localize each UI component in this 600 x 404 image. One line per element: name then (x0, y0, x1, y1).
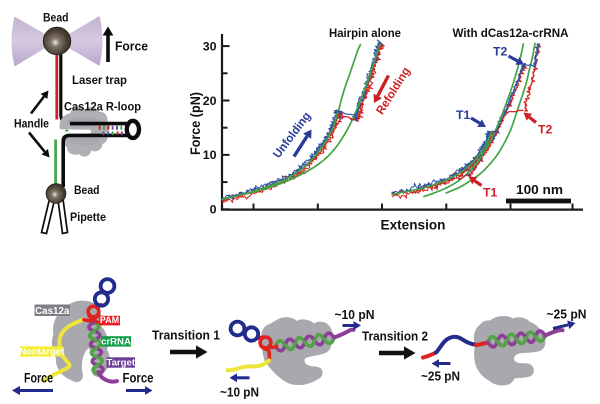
svg-text:Cas12a: Cas12a (35, 306, 70, 317)
svg-text:Extension: Extension (381, 218, 446, 233)
svg-text:T1: T1 (456, 108, 470, 122)
svg-text:0: 0 (210, 203, 217, 217)
svg-text:~10 pN: ~10 pN (335, 307, 375, 322)
svg-text:Force: Force (115, 39, 148, 54)
svg-text:Laser trap: Laser trap (72, 73, 127, 87)
svg-text:~10 pN: ~10 pN (220, 385, 259, 400)
svg-text:Target: Target (106, 358, 135, 369)
svg-text:Handle: Handle (14, 117, 49, 131)
svg-text:Bead: Bead (74, 183, 100, 197)
svg-text:10: 10 (203, 148, 217, 162)
svg-text:Force: Force (24, 371, 53, 386)
svg-text:~25 pN: ~25 pN (421, 369, 460, 384)
svg-text:Force: Force (123, 371, 154, 386)
svg-text:Nontarget: Nontarget (19, 346, 65, 357)
svg-text:PAM: PAM (100, 315, 119, 325)
svg-text:30: 30 (203, 40, 217, 54)
svg-text:T1: T1 (483, 186, 497, 200)
svg-text:Transition 1: Transition 1 (152, 328, 220, 343)
svg-text:20: 20 (203, 94, 217, 108)
svg-text:~25 pN: ~25 pN (547, 307, 587, 322)
svg-text:100 nm: 100 nm (516, 182, 563, 197)
svg-text:Transition 2: Transition 2 (362, 329, 428, 344)
svg-text:T2: T2 (538, 123, 552, 137)
svg-text:crRNA: crRNA (101, 336, 131, 347)
svg-text:Bead: Bead (43, 11, 69, 25)
svg-text:Pipette: Pipette (70, 210, 106, 224)
svg-text:Force (pN): Force (pN) (188, 92, 203, 155)
svg-text:Hairpin alone: Hairpin alone (329, 26, 401, 40)
svg-text:Cas12a R-loop: Cas12a R-loop (64, 100, 141, 114)
svg-text:T2: T2 (493, 45, 507, 59)
svg-text:With dCas12a-crRNA: With dCas12a-crRNA (453, 26, 569, 40)
